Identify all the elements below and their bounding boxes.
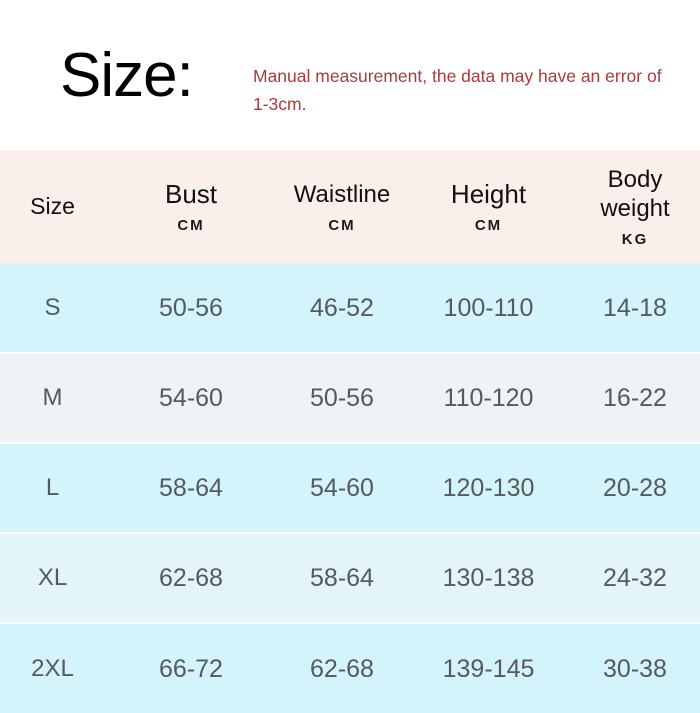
cell-size: 2XL bbox=[0, 622, 105, 713]
cell-bust: 54-60 bbox=[105, 352, 277, 443]
column-header-height: Height CM bbox=[407, 150, 570, 263]
column-unit: CM bbox=[328, 216, 356, 234]
column-label: Size bbox=[30, 193, 75, 219]
cell-weight: 20-28 bbox=[570, 442, 700, 533]
cell-size: M bbox=[0, 352, 105, 443]
column-label: Body weight bbox=[600, 166, 670, 222]
column-header-body-weight: Body weight KG bbox=[570, 150, 700, 263]
cell-height: 120-130 bbox=[407, 442, 570, 533]
column-label: Bust bbox=[164, 178, 218, 209]
cell-size: XL bbox=[0, 532, 105, 623]
cell-bust: 58-64 bbox=[105, 442, 277, 533]
column-unit: KG bbox=[621, 231, 649, 248]
column-header-bust: Bust CM bbox=[105, 150, 277, 263]
cell-weight: 14-18 bbox=[603, 293, 667, 322]
table-row: M 54-60 50-56 110-120 16-22 bbox=[0, 352, 700, 443]
cell-bust: 50-56 bbox=[159, 293, 223, 322]
table-header-row: Size Bust CM Waistline CM Height CM Body… bbox=[0, 150, 700, 263]
cell-weight: 24-32 bbox=[570, 532, 700, 623]
cell-waistline: 46-52 bbox=[310, 293, 374, 322]
table-row: 2XL 66-72 62-68 139-145 30-38 bbox=[0, 622, 700, 713]
cell-height: 110-120 bbox=[407, 352, 570, 443]
column-unit: CM bbox=[177, 216, 205, 234]
measurement-disclaimer: Manual measurement, the data may have an… bbox=[253, 66, 662, 114]
table-row: S 50-56 46-52 100-110 14-18 bbox=[0, 263, 700, 353]
title-band: Size: Manual measurement, the data may h… bbox=[0, 0, 700, 150]
cell-size: S bbox=[44, 293, 61, 321]
column-label: Waistline bbox=[293, 180, 391, 208]
cell-waistline: 50-56 bbox=[277, 352, 407, 443]
cell-waistline: 62-68 bbox=[277, 622, 407, 713]
page-title: Size: bbox=[60, 41, 194, 110]
column-header-waistline: Waistline CM bbox=[277, 150, 407, 263]
cell-weight: 16-22 bbox=[570, 352, 700, 443]
column-unit: CM bbox=[474, 216, 503, 234]
cell-weight: 30-38 bbox=[570, 622, 700, 713]
column-label: Height bbox=[450, 178, 527, 209]
cell-waistline: 54-60 bbox=[277, 442, 407, 533]
column-header-size: Size bbox=[0, 150, 105, 263]
size-table: Size Bust CM Waistline CM Height CM Body… bbox=[0, 150, 700, 713]
cell-height: 139-145 bbox=[407, 622, 570, 713]
cell-waistline: 58-64 bbox=[277, 532, 407, 623]
cell-height: 130-138 bbox=[407, 532, 570, 623]
cell-bust: 62-68 bbox=[105, 532, 277, 623]
cell-height: 100-110 bbox=[443, 293, 534, 322]
cell-size: L bbox=[0, 442, 105, 533]
cell-bust: 66-72 bbox=[105, 622, 277, 713]
table-row: XL 62-68 58-64 130-138 24-32 bbox=[0, 532, 700, 623]
table-row: L 58-64 54-60 120-130 20-28 bbox=[0, 442, 700, 533]
